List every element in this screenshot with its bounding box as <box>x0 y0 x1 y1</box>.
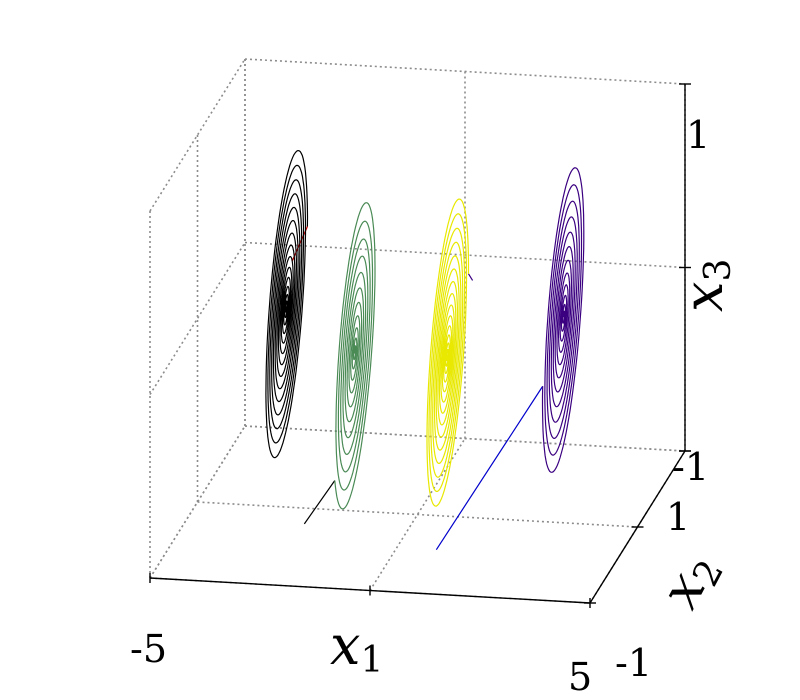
x3-tick-min: -1 <box>672 445 709 489</box>
trajectory-spiral-1 <box>334 202 376 510</box>
grid-lines <box>149 58 686 604</box>
trajectory-spiral-3 <box>541 167 585 473</box>
x2-axis-label-group: x2 <box>648 541 732 620</box>
grid-line-floor-x1-1 <box>197 501 638 528</box>
trajectory-spiral-2 <box>426 198 470 507</box>
x1-tick-min: -5 <box>130 627 167 671</box>
x3-axis-label-group: x3 <box>672 259 739 312</box>
trajectories <box>265 149 585 551</box>
x2-tick-max: 1 <box>666 495 690 539</box>
x2-axis-label: x2 <box>648 541 732 620</box>
x1-axis-label: x1 <box>330 614 383 681</box>
axes <box>149 83 691 608</box>
trajectory-lead-2 <box>467 273 474 281</box>
x2-tick-min: -1 <box>615 641 652 685</box>
trajectory-lead-1 <box>303 480 336 525</box>
x3-axis-label: x3 <box>672 259 739 312</box>
x1-tick-max: 5 <box>568 655 592 699</box>
trajectory-spiral-0 <box>265 149 309 459</box>
grid-line-back-x1-1 <box>244 241 686 269</box>
x3-tick-max: 1 <box>686 113 710 157</box>
trajectory-lead-3 <box>435 385 544 551</box>
